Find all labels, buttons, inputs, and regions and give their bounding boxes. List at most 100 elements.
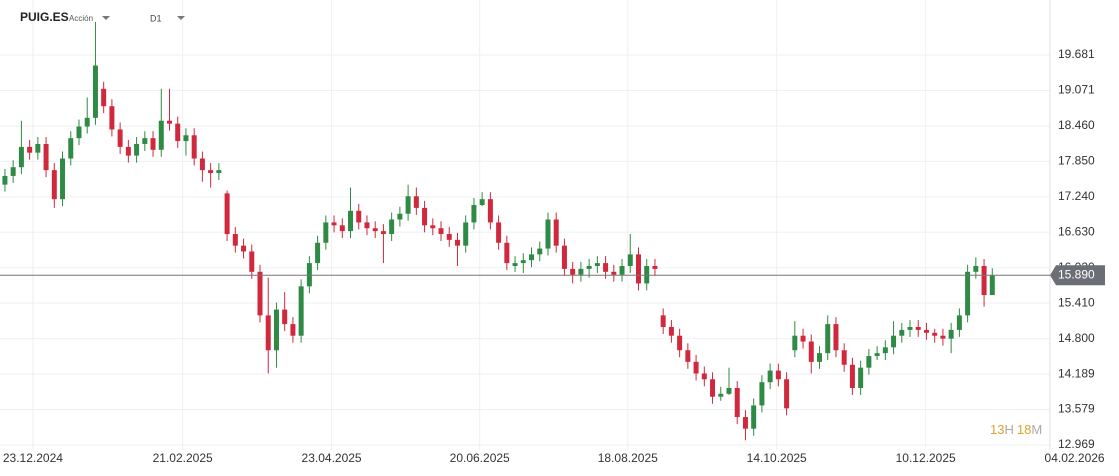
- x-tick-label: 23.04.2025: [302, 451, 362, 465]
- candle-body: [158, 120, 164, 150]
- candle-body: [899, 329, 905, 336]
- candle-body: [759, 382, 765, 406]
- x-tick-label: 18.08.2025: [598, 451, 658, 465]
- candle-body: [413, 196, 419, 208]
- candle-body: [767, 370, 773, 383]
- candle-body: [882, 347, 888, 354]
- candle-body: [10, 167, 16, 176]
- candle-body: [175, 123, 181, 142]
- candle-body: [422, 207, 428, 226]
- candle-body: [866, 356, 872, 368]
- candle-body: [298, 286, 304, 336]
- candle-body: [537, 248, 543, 255]
- candle-body: [438, 228, 444, 235]
- candle-body: [356, 210, 362, 223]
- candle-body: [668, 326, 674, 336]
- candle-body: [784, 379, 790, 409]
- candle-body: [874, 353, 880, 357]
- candle-body: [389, 219, 395, 235]
- candle-body: [430, 225, 436, 229]
- candle-body: [84, 117, 90, 127]
- dropdown-arrow[interactable]: [177, 16, 185, 20]
- y-tick-label: 14.800: [1058, 331, 1095, 345]
- candle-body: [603, 263, 609, 272]
- candle-body: [504, 242, 510, 264]
- candle-body: [257, 271, 263, 316]
- candle-body: [751, 405, 757, 429]
- y-tick-label: 14.189: [1058, 366, 1095, 380]
- candle-body: [808, 341, 814, 362]
- dropdown-arrow[interactable]: [102, 16, 110, 20]
- candle-body: [306, 263, 312, 287]
- candle-body: [907, 326, 913, 330]
- price-label: 15.890: [1058, 267, 1095, 281]
- y-tick-label: 12.969: [1058, 437, 1095, 451]
- candle-body: [18, 146, 24, 168]
- candle-body: [92, 65, 98, 118]
- candle-body: [553, 219, 559, 246]
- candle-body: [981, 265, 987, 296]
- candle-body: [68, 138, 74, 159]
- candle-body: [2, 175, 8, 185]
- candle-body: [710, 379, 716, 397]
- candle-body: [570, 268, 576, 275]
- candle-body: [117, 129, 123, 147]
- y-tick-label: 13.579: [1058, 402, 1095, 416]
- candle-body: [471, 204, 477, 223]
- symbol[interactable]: PUIG.ES: [20, 10, 69, 24]
- candle-body: [817, 353, 823, 362]
- candle-body: [199, 158, 205, 171]
- candle-body: [742, 417, 748, 429]
- candle-body: [849, 364, 855, 389]
- candle-body: [965, 271, 971, 316]
- candle-body: [635, 254, 641, 284]
- candle-body: [125, 146, 131, 156]
- plot-area: [0, 0, 1050, 450]
- candle-body: [586, 265, 592, 269]
- candle-body: [685, 350, 691, 362]
- candle-body: [331, 222, 337, 226]
- candle-body: [775, 370, 781, 380]
- countdown: 13H 18M: [990, 422, 1042, 437]
- candle-body: [578, 268, 584, 275]
- instrument-type: Acción: [69, 14, 93, 23]
- candle-body: [27, 146, 33, 153]
- y-tick-label: 17.850: [1058, 154, 1095, 168]
- candle-body: [463, 222, 469, 246]
- candle-body: [520, 260, 526, 264]
- candle-body: [208, 170, 214, 174]
- candle-body: [241, 245, 247, 252]
- candle-body: [249, 251, 255, 272]
- candle-body: [718, 393, 724, 397]
- candle-body: [940, 335, 946, 339]
- x-tick-label: 23.12.2024: [3, 451, 63, 465]
- y-tick-label: 16.630: [1058, 224, 1095, 238]
- candle-body: [142, 138, 148, 144]
- candle-body: [134, 143, 140, 156]
- y-tick-label: 18.460: [1058, 118, 1095, 132]
- candle-body: [364, 222, 370, 229]
- candle-body: [973, 265, 979, 272]
- candle-body: [282, 309, 288, 325]
- y-tick-label: 19.681: [1058, 47, 1095, 61]
- candle-body: [726, 388, 732, 394]
- x-tick-label: 04.02.2026: [1045, 451, 1105, 465]
- candle-body: [60, 158, 66, 200]
- timeframe[interactable]: D1: [150, 13, 162, 23]
- x-tick-label: 20.06.2025: [450, 451, 510, 465]
- candle-body: [660, 315, 666, 327]
- candle-body: [915, 326, 921, 330]
- y-tick-label: 19.071: [1058, 83, 1095, 97]
- candle-body: [677, 335, 683, 351]
- candle-body: [701, 373, 707, 380]
- candle-body: [191, 135, 197, 159]
- candle-body: [348, 210, 354, 232]
- candle-body: [150, 138, 156, 150]
- candle-body: [315, 242, 321, 264]
- candle-body: [76, 126, 82, 139]
- candle-body: [405, 196, 411, 214]
- candle-body: [561, 245, 567, 269]
- candle-body: [833, 324, 839, 351]
- candle-body: [43, 143, 49, 171]
